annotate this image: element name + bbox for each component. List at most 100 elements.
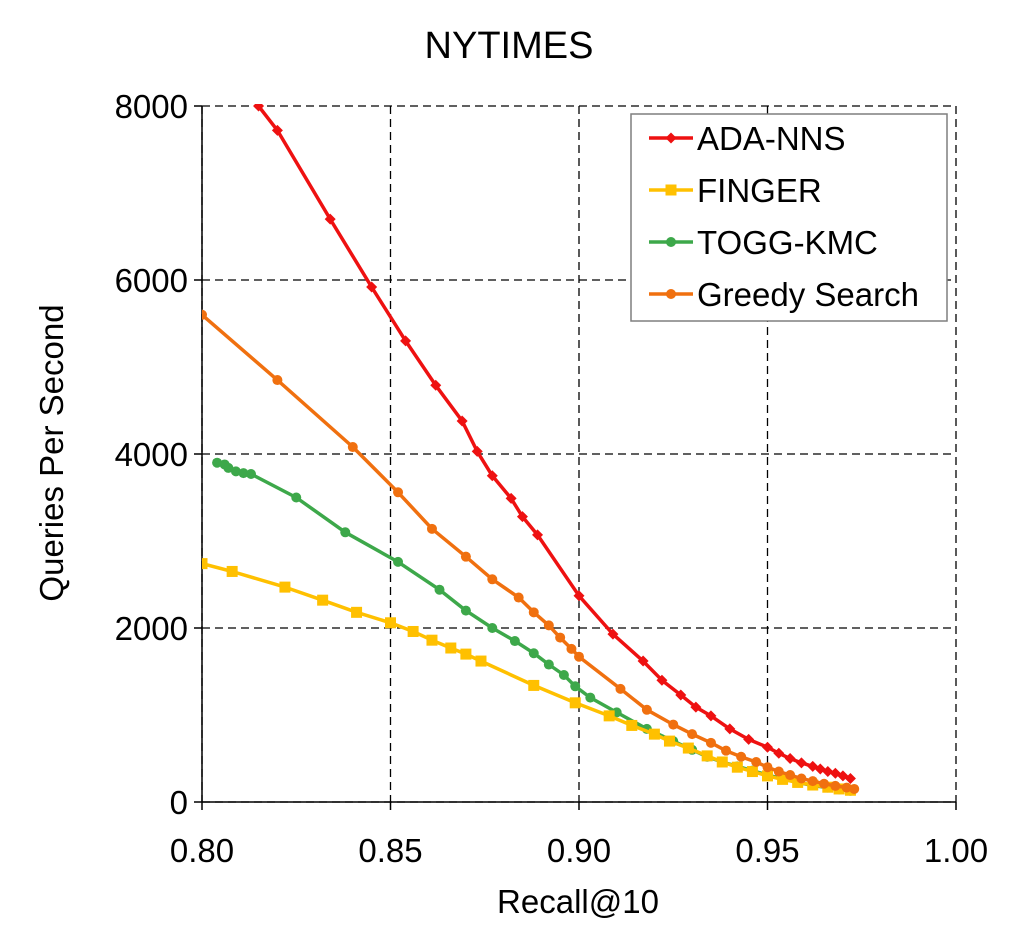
data-point-finger <box>445 642 457 654</box>
legend-item-finger: FINGER <box>649 172 822 209</box>
data-point-greedy-search <box>751 756 762 767</box>
data-point-greedy-search <box>785 770 796 781</box>
legend-item-togg-kmc: TOGG-KMC <box>649 224 878 261</box>
data-point-ada-nns <box>795 757 807 769</box>
data-point-greedy-search <box>393 487 404 498</box>
data-point-togg-kmc <box>558 669 569 680</box>
y-axis-label: Queries Per Second <box>33 304 70 601</box>
data-point-greedy-search <box>641 704 652 715</box>
legend-label: TOGG-KMC <box>697 224 878 261</box>
series-greedy-search <box>202 309 860 794</box>
data-point-ada-nns <box>253 104 265 112</box>
x-axis-label: Recall@10 <box>497 883 659 920</box>
data-point-greedy-search <box>543 620 554 631</box>
data-point-ada-nns <box>675 689 687 701</box>
data-point-ada-nns <box>430 379 442 391</box>
data-point-togg-kmc <box>434 584 445 595</box>
data-point-greedy-search <box>528 607 539 618</box>
data-point-finger <box>569 697 581 709</box>
data-point-finger <box>351 606 363 618</box>
data-point-togg-kmc <box>212 457 223 468</box>
data-point-ada-nns <box>656 674 668 686</box>
data-point-togg-kmc <box>460 605 471 616</box>
legend-marker <box>665 132 677 144</box>
data-point-togg-kmc <box>223 462 234 473</box>
data-point-ada-nns <box>366 281 378 293</box>
data-point-finger <box>475 655 487 667</box>
data-point-togg-kmc <box>393 556 404 567</box>
data-point-finger <box>701 750 713 762</box>
plot-area <box>202 104 860 796</box>
x-tick-label: 0.90 <box>547 832 611 869</box>
data-point-ada-nns <box>271 124 283 136</box>
data-point-greedy-search <box>687 729 698 740</box>
data-point-togg-kmc <box>487 623 498 633</box>
chart-title: NYTIMES <box>425 25 594 67</box>
data-point-togg-kmc <box>585 692 596 703</box>
data-point-togg-kmc <box>238 468 249 479</box>
legend-marker <box>666 289 676 299</box>
data-point-ada-nns <box>607 628 619 640</box>
data-point-finger <box>603 710 615 722</box>
data-point-greedy-search <box>272 375 283 386</box>
legend-label: ADA-NNS <box>697 120 846 157</box>
data-point-finger <box>716 756 728 768</box>
data-point-ada-nns <box>324 213 336 225</box>
data-point-greedy-search <box>705 737 716 748</box>
data-point-togg-kmc <box>543 659 554 670</box>
data-point-greedy-search <box>830 780 841 791</box>
legend-item-greedy-search: Greedy Search <box>649 276 919 313</box>
x-tick-label: 1.00 <box>924 832 988 869</box>
series-line-greedy-search <box>202 313 855 791</box>
data-point-finger <box>202 558 208 570</box>
data-point-finger <box>460 648 472 660</box>
data-point-ada-nns <box>573 590 585 602</box>
data-point-finger <box>746 766 758 778</box>
y-tick-label: 8000 <box>115 88 188 125</box>
data-point-greedy-search <box>426 523 437 534</box>
y-tick-label: 6000 <box>115 262 188 299</box>
series-line-finger <box>202 561 851 793</box>
data-point-ada-nns <box>844 773 856 785</box>
x-tick-label: 0.85 <box>358 832 422 869</box>
legend-marker <box>665 184 677 196</box>
data-point-finger <box>648 728 660 740</box>
data-point-finger <box>777 773 789 785</box>
data-point-finger <box>426 634 438 646</box>
data-point-finger <box>731 761 743 773</box>
data-point-togg-kmc <box>528 648 539 659</box>
data-point-greedy-search <box>555 632 566 643</box>
legend-label: Greedy Search <box>697 276 919 313</box>
data-point-togg-kmc <box>509 636 520 647</box>
data-point-greedy-search <box>736 751 747 762</box>
data-point-greedy-search <box>796 773 807 784</box>
data-point-greedy-search <box>615 683 626 694</box>
legend-box <box>630 113 948 322</box>
data-point-finger <box>407 625 419 637</box>
data-point-greedy-search <box>347 442 358 453</box>
data-point-greedy-search <box>849 783 860 794</box>
data-point-togg-kmc <box>291 492 302 503</box>
data-point-finger <box>385 617 396 629</box>
data-point-ada-nns <box>505 492 517 504</box>
data-point-ada-nns <box>400 335 412 347</box>
y-tick-label: 4000 <box>115 436 188 473</box>
legend: ADA-NNS FINGER TOGG-KMC Greedy Search <box>630 113 948 322</box>
data-point-greedy-search <box>487 574 498 585</box>
data-point-ada-nns <box>705 710 717 722</box>
data-point-finger <box>682 742 694 754</box>
series-ada-nns <box>253 104 856 785</box>
data-point-ada-nns <box>471 445 483 457</box>
data-point-finger <box>317 594 329 606</box>
y-tick-label: 2000 <box>115 610 188 647</box>
data-point-greedy-search <box>566 643 577 654</box>
data-point-finger <box>279 581 291 593</box>
data-point-ada-nns <box>762 741 773 753</box>
data-point-ada-nns <box>516 511 528 523</box>
data-point-togg-kmc <box>340 527 351 538</box>
data-point-finger <box>663 735 675 747</box>
data-point-finger <box>226 565 238 577</box>
data-point-ada-nns <box>773 747 785 759</box>
data-point-finger <box>792 776 804 788</box>
